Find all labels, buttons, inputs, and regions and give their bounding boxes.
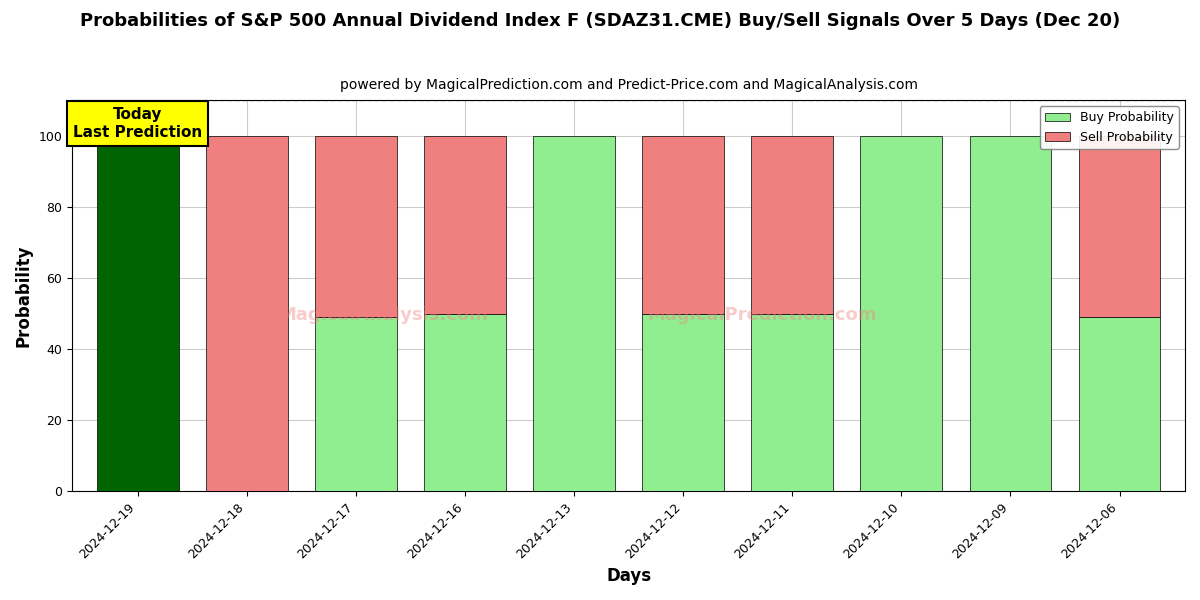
Bar xyxy=(751,314,833,491)
Bar xyxy=(860,136,942,491)
Bar xyxy=(424,314,506,491)
Text: MagicalAnalysis.com: MagicalAnalysis.com xyxy=(278,307,488,325)
Bar xyxy=(533,136,614,491)
Bar xyxy=(751,136,833,314)
Text: Today
Last Prediction: Today Last Prediction xyxy=(73,107,203,140)
Bar xyxy=(642,136,724,314)
Bar xyxy=(1079,317,1160,491)
Bar xyxy=(97,136,179,491)
Text: Probabilities of S&P 500 Annual Dividend Index F (SDAZ31.CME) Buy/Sell Signals O: Probabilities of S&P 500 Annual Dividend… xyxy=(80,12,1120,30)
Bar xyxy=(1079,136,1160,317)
Bar xyxy=(206,136,288,491)
Title: powered by MagicalPrediction.com and Predict-Price.com and MagicalAnalysis.com: powered by MagicalPrediction.com and Pre… xyxy=(340,78,918,92)
Bar xyxy=(970,136,1051,491)
X-axis label: Days: Days xyxy=(606,567,652,585)
Bar xyxy=(314,317,397,491)
Bar xyxy=(314,136,397,317)
Y-axis label: Probability: Probability xyxy=(16,245,34,347)
Legend: Buy Probability, Sell Probability: Buy Probability, Sell Probability xyxy=(1040,106,1178,149)
Bar xyxy=(642,314,724,491)
Text: MagicalPrediction.com: MagicalPrediction.com xyxy=(647,307,877,325)
Bar xyxy=(424,136,506,314)
